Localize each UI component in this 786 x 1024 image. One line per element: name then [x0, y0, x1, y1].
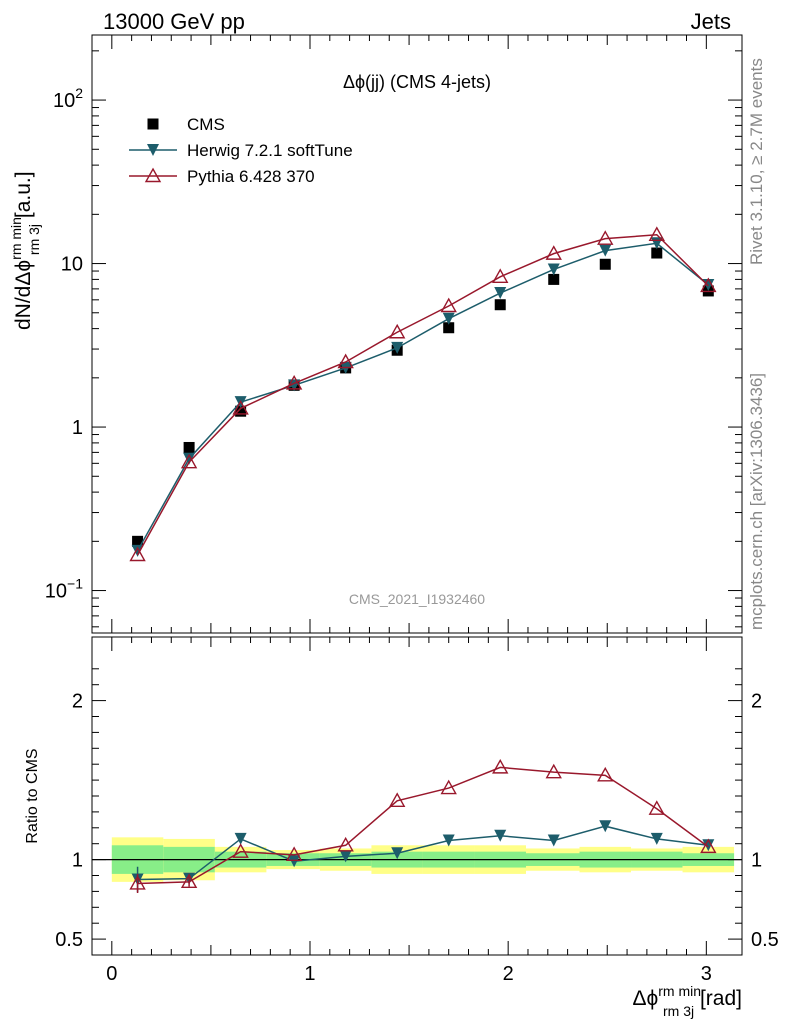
ratio-data-point [597, 766, 614, 782]
ratio-series-line [137, 766, 709, 885]
data-point [494, 287, 507, 300]
ratio-data-point [442, 834, 455, 847]
data-point [235, 405, 247, 417]
y-tick-label: 2 [72, 691, 83, 713]
y-tick-label: 1 [72, 417, 83, 439]
data-point [285, 374, 303, 390]
data-point [131, 544, 144, 557]
y-tick-label: 10−1 [45, 576, 83, 603]
data-point [183, 452, 196, 465]
x-tick-label: 1 [304, 963, 315, 985]
main-panel: 10−1 1 10 102 dN/dΔϕrm min rm 3j [a.u.] Δϕ(jj)… [8, 34, 743, 634]
data-point [442, 312, 455, 325]
data-point [183, 441, 195, 453]
ratio-data-point [388, 792, 406, 807]
header-right-label: Jets [691, 9, 731, 34]
ratio-data-point [702, 839, 715, 852]
ratio-data-point [180, 873, 198, 889]
y-tick-label: 1 [72, 850, 83, 872]
data-point [492, 268, 509, 283]
legend-marker [147, 118, 159, 130]
data-point [545, 245, 562, 260]
ratio-y-axis-label: Ratio to CMS [24, 748, 41, 843]
ratio-data-point [492, 758, 509, 774]
ratio-series-line [137, 825, 709, 881]
data-point [180, 453, 198, 469]
y-tick-label-right: 2 [751, 691, 762, 713]
data-point [651, 247, 663, 259]
x-tick-label: 0 [106, 963, 117, 985]
ratio-data-point [648, 800, 665, 815]
y-tick-label-right: 1 [751, 850, 762, 872]
ratio-data-point [650, 832, 663, 845]
data-point [129, 546, 146, 562]
ratio-data-point [599, 820, 612, 833]
ratio-panel: 0.5 0.5 1 1 2 2 0 1 2 3 Ratio to CMS Δϕrm min rm 3j … [24, 636, 779, 1019]
legend-label: Pythia 6.428 370 [187, 167, 315, 186]
ratio-data-point [547, 834, 560, 847]
data-point [597, 230, 614, 245]
x-axis-label: Δϕrm min rm 3j [rad] [632, 983, 742, 1019]
y-tick-label: 10 [61, 254, 83, 276]
ratio-data-point [700, 838, 717, 854]
ratio-data-point [129, 875, 146, 890]
main-frame [91, 34, 743, 634]
x-tick-label: 3 [701, 963, 712, 985]
ratio-data-point [232, 843, 249, 858]
data-point [599, 258, 611, 270]
legend-marker [144, 167, 162, 183]
data-point [599, 244, 612, 257]
ratio-data-point [234, 832, 247, 845]
y-axis-label: dN/dΔϕrm min rm 3j [a.u.] [8, 171, 42, 330]
y-tick-label: 102 [53, 85, 83, 112]
mcplots-label: mcplots.cern.ch [arXiv:1306.3436] [747, 373, 766, 630]
legend-marker [147, 144, 159, 156]
data-point [232, 399, 249, 415]
header-left-label: 13000 GeV pp [103, 9, 245, 34]
chart-title: Δϕ(jj) (CMS 4-jets) [343, 72, 491, 92]
analysis-label: CMS_2021_I1932460 [349, 591, 485, 607]
series-line [136, 233, 709, 556]
data-point [440, 297, 457, 313]
ratio-data-point [337, 836, 354, 852]
data-point [547, 263, 560, 276]
data-point [700, 277, 717, 293]
data-point [337, 353, 354, 369]
rivet-version-label: Rivet 3.1.10, ≥ 2.7M events [747, 58, 766, 265]
data-point [648, 226, 665, 241]
ratio-data-point [288, 855, 301, 868]
ratio-data-point [440, 779, 457, 795]
data-point [388, 323, 406, 339]
y-tick-label: 0.5 [55, 929, 83, 951]
ratio-data-point [391, 847, 404, 860]
data-point [548, 273, 560, 285]
data-point [391, 341, 404, 354]
data-point [132, 535, 144, 547]
data-point [443, 322, 455, 334]
data-point [494, 299, 506, 311]
ratio-data-point [339, 850, 352, 863]
y-tick-label-right: 0.5 [751, 929, 779, 951]
ratio-data-point [545, 763, 562, 779]
legend-label: Herwig 7.2.1 softTune [187, 141, 353, 160]
series-line [136, 242, 709, 552]
ratio-data-point [494, 829, 507, 842]
legend-label: CMS [187, 115, 225, 134]
x-tick-label: 2 [503, 963, 514, 985]
ratio-data-point [285, 846, 303, 862]
